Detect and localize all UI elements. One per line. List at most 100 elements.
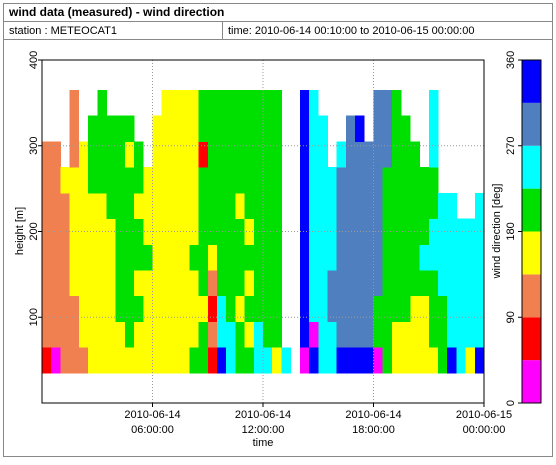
cell: [299, 141, 310, 168]
cell: [355, 270, 365, 297]
cell: [364, 167, 374, 194]
cell: [419, 244, 430, 271]
cell: [364, 141, 374, 168]
cell: [143, 347, 153, 374]
cell: [364, 295, 374, 322]
info-bar: [3, 21, 553, 40]
cell: [272, 244, 282, 271]
cell: [106, 270, 117, 297]
x-tick-label: 2010-06-14: [235, 409, 291, 421]
cell: [474, 347, 485, 374]
cell: [318, 218, 328, 245]
cell: [216, 244, 227, 271]
cell: [189, 244, 199, 271]
cell: [253, 295, 264, 322]
cell: [88, 270, 98, 297]
cell: [336, 167, 347, 194]
y-axis-label: height [m]: [14, 207, 26, 255]
cell: [391, 347, 402, 374]
cell: [419, 167, 430, 194]
cell: [355, 141, 365, 168]
cell: [78, 167, 89, 194]
cell: [263, 321, 273, 348]
cell: [143, 218, 153, 245]
cell: [299, 295, 310, 322]
period: time: 2010-06-14 00:10:00 to 2010-06-15 …: [228, 25, 474, 37]
cell: [419, 321, 430, 348]
cell: [207, 244, 218, 271]
cell: [244, 244, 255, 271]
cell: [253, 270, 264, 297]
colorbar-swatch: [522, 188, 541, 232]
cell: [115, 192, 126, 220]
cell: [253, 192, 264, 220]
cell: [299, 90, 310, 117]
cell: [51, 244, 61, 271]
cell: [42, 167, 52, 194]
cell: [263, 192, 273, 220]
cell: [373, 115, 384, 142]
cell: [299, 115, 310, 142]
cell: [437, 295, 448, 322]
cell: [161, 115, 172, 142]
cell: [180, 218, 190, 245]
cell: [97, 167, 107, 194]
cell: [355, 218, 365, 245]
cell: [428, 90, 439, 117]
cell: [106, 192, 117, 220]
cell: [97, 192, 107, 220]
cell: [345, 295, 356, 322]
cell: [60, 270, 71, 297]
y-tick-label: 100: [28, 308, 40, 326]
cell: [456, 321, 466, 348]
cell: [345, 167, 356, 194]
cell: [253, 244, 264, 271]
cell: [391, 295, 402, 322]
cell: [198, 347, 209, 374]
cell: [401, 115, 411, 142]
cell: [161, 270, 172, 297]
cell: [143, 295, 153, 322]
cell: [161, 218, 172, 245]
cell: [189, 141, 199, 168]
cell: [198, 141, 209, 168]
cell: [235, 192, 245, 220]
cell: [235, 167, 245, 194]
cell: [327, 167, 338, 194]
cell: [124, 244, 135, 271]
cell: [69, 115, 80, 142]
cell: [345, 141, 356, 168]
cell: [106, 141, 117, 168]
cell: [355, 321, 365, 348]
cell: [309, 90, 319, 117]
cell: [309, 347, 319, 374]
cell: [327, 321, 338, 348]
cell: [327, 192, 338, 220]
cell: [51, 270, 61, 297]
cell: [106, 321, 117, 348]
cell: [272, 295, 282, 322]
cell: [198, 244, 209, 271]
cell: [207, 141, 218, 168]
cell: [364, 244, 374, 271]
cell: [391, 321, 402, 348]
cell: [428, 270, 439, 297]
cell: [428, 141, 439, 168]
cell: [327, 295, 338, 322]
cell: [401, 192, 411, 220]
cell: [428, 321, 439, 348]
cell: [152, 321, 163, 348]
cell: [170, 141, 181, 168]
cell: [207, 347, 218, 374]
cell: [309, 192, 319, 220]
cell: [143, 192, 153, 220]
station: station : METEOCAT1: [9, 25, 117, 37]
cell: [124, 167, 135, 194]
cell: [272, 321, 282, 348]
cell: [428, 192, 439, 220]
cell: [244, 192, 255, 220]
y-tick-label: 300: [28, 137, 40, 155]
cell: [198, 270, 209, 297]
cell: [207, 90, 218, 117]
cell: [456, 218, 466, 245]
